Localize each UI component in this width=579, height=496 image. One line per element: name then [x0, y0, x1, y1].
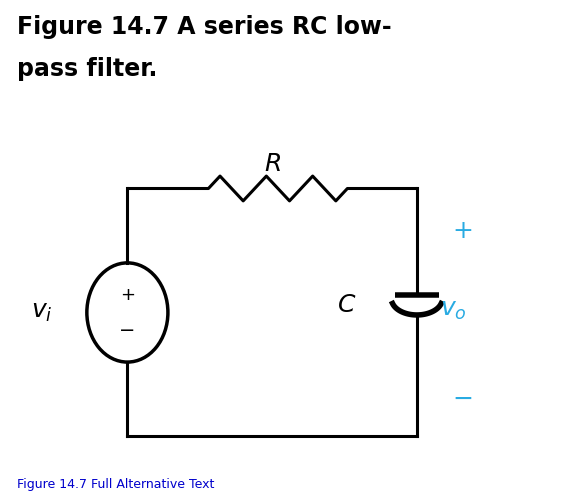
- Text: $v_i$: $v_i$: [31, 301, 52, 324]
- Text: $C$: $C$: [337, 293, 356, 317]
- Text: Figure 14.7 Full Alternative Text: Figure 14.7 Full Alternative Text: [17, 478, 215, 491]
- Text: $v_o$: $v_o$: [440, 298, 467, 322]
- Text: +: +: [120, 286, 135, 304]
- Text: −: −: [119, 321, 135, 340]
- Text: $R$: $R$: [263, 152, 281, 176]
- Text: +: +: [453, 219, 474, 243]
- Text: Figure 14.7 A series RC low-: Figure 14.7 A series RC low-: [17, 15, 392, 39]
- Text: −: −: [453, 387, 474, 411]
- Text: pass filter.: pass filter.: [17, 57, 157, 81]
